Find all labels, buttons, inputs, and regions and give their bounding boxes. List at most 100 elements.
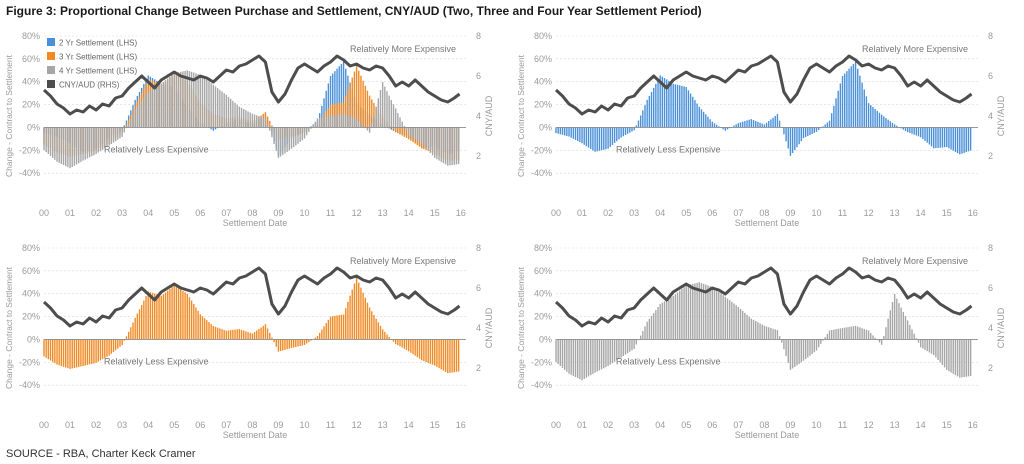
bar-2yr (670, 82, 672, 128)
bar-4yr (167, 78, 169, 128)
figure-title: Figure 3: Proportional Change Between Pu… (6, 4, 702, 18)
y-tick-right-label: 8 (988, 243, 993, 253)
bar-2yr (796, 127, 798, 148)
bar-2yr (705, 114, 707, 128)
bar-4yr (774, 329, 776, 340)
y-tick-right-label: 8 (988, 31, 993, 41)
bar-2yr (759, 122, 761, 128)
bar-3yr (82, 339, 84, 366)
bar-4yr (709, 286, 711, 340)
bar-3yr (223, 329, 225, 340)
bar-3yr (54, 339, 56, 364)
bar-4yr (594, 339, 596, 373)
bar-3yr (442, 339, 445, 371)
x-tick-label: 11 (838, 420, 847, 430)
bar-3yr (368, 307, 371, 340)
bar-4yr (127, 123, 130, 128)
bar-4yr (160, 83, 162, 128)
bar-4yr (110, 127, 112, 145)
bar-4yr (566, 339, 568, 372)
bar-2yr (637, 120, 640, 128)
bar-3yr (101, 339, 104, 360)
y-tick-left-label: 40% (534, 77, 552, 87)
bar-3yr (190, 300, 193, 340)
bar-3yr (236, 329, 238, 340)
bar-4yr (752, 319, 755, 340)
x-tick-label: 13 (890, 208, 900, 218)
bar-2yr (861, 82, 863, 128)
bar-4yr (197, 74, 199, 128)
bar-3yr (305, 339, 308, 344)
annotation-more-expensive: Relatively More Expensive (350, 256, 456, 266)
bar-2yr (332, 73, 334, 128)
bar-2yr (624, 127, 627, 136)
bar-3yr (188, 297, 191, 340)
x-tick-label: 16 (456, 208, 466, 218)
bar-4yr (156, 86, 158, 128)
bar-4yr (425, 127, 427, 148)
bar-2yr (850, 66, 852, 128)
bar-3yr (208, 322, 210, 340)
bar-2yr (212, 127, 215, 131)
bar-4yr (423, 127, 425, 146)
bar-3yr (303, 339, 306, 345)
bar-3yr (167, 290, 169, 340)
bar-2yr (744, 121, 746, 128)
bar-2yr (338, 66, 340, 128)
bar-3yr (397, 127, 399, 134)
bar-3yr (132, 322, 134, 340)
bar-2yr (826, 122, 829, 128)
y-tick-left-label: 60% (534, 266, 552, 276)
bar-2yr (689, 93, 692, 128)
bar-3yr (47, 339, 50, 360)
bar-4yr (841, 328, 844, 340)
bar-3yr (405, 339, 408, 351)
x-tick-label: 07 (733, 208, 743, 218)
bar-3yr (247, 332, 249, 340)
bar-3yr (297, 339, 299, 347)
bar-4yr (136, 106, 139, 128)
bar-4yr (672, 295, 674, 340)
bar-2yr (581, 127, 583, 144)
bar-3yr (449, 339, 451, 373)
bar-4yr (718, 291, 720, 340)
bar-3yr (368, 95, 371, 128)
bar-4yr (946, 339, 948, 370)
bar-2yr (639, 115, 642, 128)
bar-3yr (110, 339, 112, 354)
bar-4yr (850, 326, 852, 340)
bar-4yr (444, 127, 447, 165)
bar-2yr (961, 127, 963, 154)
bar-3yr (316, 336, 319, 340)
bar-3yr (379, 325, 382, 340)
y-tick-right-label: 6 (476, 71, 481, 81)
y-tick-left-label: -40% (531, 380, 552, 390)
bar-3yr (245, 331, 247, 340)
x-tick-label: 03 (117, 208, 127, 218)
bar-2yr (783, 127, 785, 135)
bar-3yr (162, 294, 165, 340)
bar-2yr (618, 127, 620, 140)
bar-4yr (744, 312, 746, 340)
bar-2yr (969, 127, 972, 151)
bar-4yr (171, 75, 173, 128)
bar-4yr (926, 339, 928, 352)
bar-4yr (65, 127, 67, 167)
bar-2yr (709, 119, 711, 128)
bar-2yr (835, 98, 837, 128)
y-tick-right-label: 2 (476, 363, 481, 373)
bar-4yr (937, 339, 939, 360)
bar-3yr (318, 332, 321, 340)
y-tick-right-label: 6 (988, 71, 993, 81)
bar-2yr (813, 127, 816, 133)
bar-4yr (229, 98, 232, 128)
bar-2yr (768, 121, 770, 128)
bar-3yr (117, 339, 119, 349)
bar-4yr (429, 127, 432, 153)
bar-4yr (95, 127, 97, 155)
bar-3yr (366, 90, 369, 128)
bar-4yr (629, 339, 631, 352)
bar-4yr (585, 339, 588, 378)
bar-4yr (214, 86, 217, 128)
